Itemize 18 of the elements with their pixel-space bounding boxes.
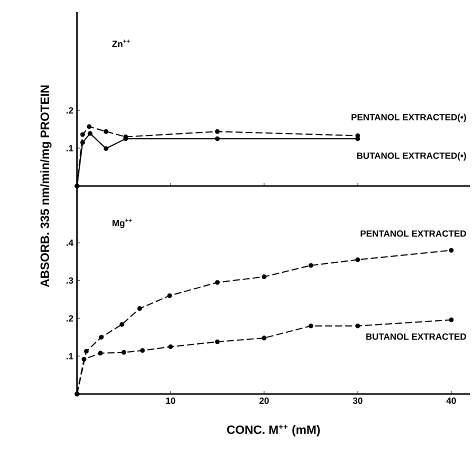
y-axis-title: ABSORB. 335 nm/min/mg PROTEIN (40, 85, 52, 288)
y-tick-label: .1 (66, 145, 74, 152)
text: PENTANOL EXTRACTED (360, 230, 466, 237)
y-tick-label: .3 (66, 277, 74, 284)
y-tick-label: .2 (66, 107, 74, 114)
series-label: BUTANOL EXTRACTED (366, 333, 466, 340)
x-tick-label: 40 (446, 398, 456, 404)
x-tick-label: 30 (352, 398, 362, 404)
series-label: PENTANOL EXTRACTED(•) (352, 114, 466, 122)
series-label: BUTANOL EXTRACTED(•) (357, 152, 466, 161)
x-tick-label: 20 (259, 398, 269, 404)
y-tick-label: .4 (66, 240, 74, 246)
x-axis-title: CONC. M$^{++}$ (mM) (227, 424, 320, 436)
y-tick-label: .2 (66, 315, 74, 322)
annotation: Zn$^{++}$ (112, 40, 130, 47)
annotation: Mg$^{++}$ (112, 218, 132, 228)
x-tick-label: 10 (166, 398, 176, 404)
y-tick-label: .1 (66, 353, 74, 360)
